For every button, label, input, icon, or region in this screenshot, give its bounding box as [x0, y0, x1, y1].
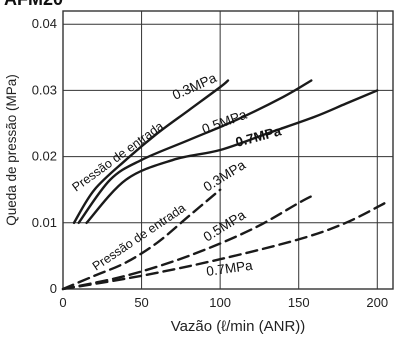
- series-line-3: [61, 188, 222, 291]
- x-tick-label-2: 100: [209, 295, 231, 310]
- series-line-0: [72, 79, 230, 225]
- x-tick-label-1: 50: [134, 295, 148, 310]
- y-tick-label-2: 0.02: [32, 149, 57, 164]
- series-label-5: 0.7MPa: [205, 258, 254, 279]
- series-line-5: [61, 201, 387, 291]
- y-tick-label-1: 0.01: [32, 215, 57, 230]
- x-tick-label-3: 150: [288, 295, 310, 310]
- plot-frame: [62, 10, 394, 290]
- x-tick-label-0: 0: [59, 295, 66, 310]
- y-tick-label-0: 0: [50, 281, 57, 296]
- x-axis-title: Vazão (ℓ/min (ANR)): [171, 318, 306, 335]
- header-fragment: AFM20: [4, 0, 63, 10]
- y-axis-title: Queda de pressão (MPa): [4, 74, 19, 226]
- y-tick-label-3: 0.03: [32, 82, 57, 97]
- y-tick-label-4: 0.04: [32, 16, 57, 31]
- x-tick-label-4: 200: [366, 295, 388, 310]
- series-line-4: [61, 195, 313, 291]
- series-line-1: [77, 79, 313, 225]
- series-line-2: [85, 89, 379, 225]
